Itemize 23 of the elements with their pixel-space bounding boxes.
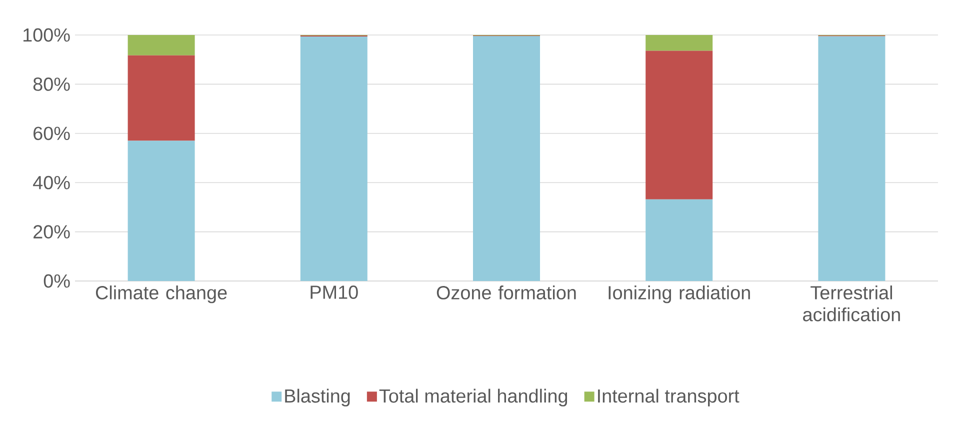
x-tick-label: Climate change <box>96 286 227 304</box>
bar <box>473 36 540 281</box>
x-tick-label: PM10 <box>310 286 358 299</box>
legend-label: Internal transport <box>598 388 740 406</box>
y-tick-label: 80% <box>33 77 70 91</box>
bar <box>128 140 195 281</box>
x-tick-label: Terrestrial acidification <box>803 286 900 322</box>
bar <box>300 36 368 281</box>
x-tick-label: Ionizing radiation <box>608 286 750 304</box>
bar <box>646 50 713 200</box>
y-tick-label: 100% <box>24 28 70 42</box>
y-tick-label: 0% <box>44 274 70 288</box>
legend-label: Total material handling <box>379 388 568 406</box>
bar <box>646 34 713 51</box>
bar <box>818 36 886 281</box>
legend-label: Blasting <box>285 388 350 406</box>
bar <box>646 199 713 281</box>
bar <box>128 55 195 141</box>
bar <box>128 34 195 56</box>
y-tick-label: 20% <box>34 225 70 239</box>
x-tick-label: Ozone formation <box>436 286 576 300</box>
y-tick-label: 40% <box>33 176 70 190</box>
y-tick-label: 60% <box>34 126 70 140</box>
